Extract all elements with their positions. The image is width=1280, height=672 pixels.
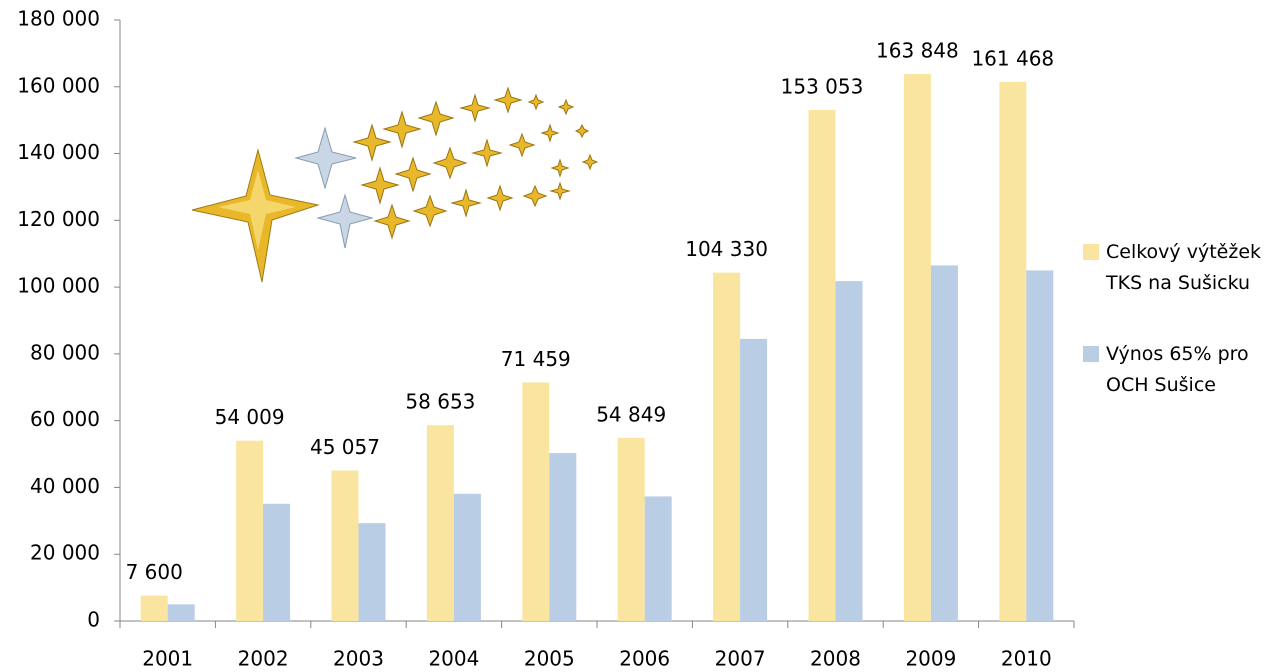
y-tick-label: 140 000 bbox=[17, 140, 100, 164]
legend-label: Výnos 65% pro OCH Sušice bbox=[1106, 343, 1249, 396]
bar bbox=[167, 604, 195, 621]
data-label: 58 653 bbox=[405, 390, 475, 414]
y-tick-label: 120 000 bbox=[17, 207, 100, 231]
bar bbox=[835, 281, 863, 621]
bar bbox=[903, 73, 931, 621]
bar bbox=[713, 272, 741, 621]
bar bbox=[263, 503, 291, 621]
x-tick-label: 2004 bbox=[428, 647, 479, 671]
data-label: 71 459 bbox=[501, 347, 571, 371]
data-label: 104 330 bbox=[685, 237, 768, 261]
bar bbox=[644, 496, 672, 621]
y-tick-label: 100 000 bbox=[17, 274, 100, 298]
bar bbox=[453, 493, 481, 621]
bar bbox=[522, 382, 550, 621]
legend-swatch bbox=[1083, 244, 1099, 260]
x-tick-label: 2007 bbox=[715, 647, 766, 671]
bar bbox=[236, 440, 264, 621]
legend-item: Celkový výtěžek TKS na Sušicku bbox=[1083, 237, 1273, 299]
legend-label: Celkový výtěžek TKS na Sušicku bbox=[1106, 241, 1262, 294]
bar bbox=[331, 470, 359, 621]
legend: Celkový výtěžek TKS na Sušicku Výnos 65% … bbox=[1083, 237, 1273, 441]
x-tick-label: 2002 bbox=[238, 647, 289, 671]
stars-decoration bbox=[191, 86, 599, 283]
legend-swatch bbox=[1083, 346, 1099, 362]
bar bbox=[617, 437, 645, 621]
data-label: 54 009 bbox=[215, 405, 285, 429]
bar bbox=[999, 81, 1027, 622]
y-tick-label: 60 000 bbox=[30, 407, 100, 431]
bar bbox=[1026, 270, 1054, 621]
bar bbox=[358, 523, 386, 621]
bar bbox=[930, 265, 958, 621]
data-label: 45 057 bbox=[310, 435, 380, 459]
data-label: 7 600 bbox=[126, 560, 183, 584]
x-tick-label: 2001 bbox=[142, 647, 193, 671]
data-label: 163 848 bbox=[876, 38, 959, 62]
x-tick-label: 2010 bbox=[1001, 647, 1052, 671]
y-tick-label: 40 000 bbox=[30, 474, 100, 498]
y-tick-label: 160 000 bbox=[17, 73, 100, 97]
data-label: 161 468 bbox=[971, 46, 1054, 70]
data-label: 54 849 bbox=[596, 402, 666, 426]
y-tick-label: 180 000 bbox=[17, 7, 100, 31]
data-label: 153 053 bbox=[781, 74, 864, 98]
legend-item: Výnos 65% pro OCH Sušice bbox=[1083, 339, 1273, 401]
bar bbox=[740, 338, 768, 621]
bar bbox=[808, 109, 836, 622]
x-tick-label: 2008 bbox=[810, 647, 861, 671]
bar bbox=[426, 425, 454, 621]
x-tick-label: 2003 bbox=[333, 647, 384, 671]
x-tick-label: 2009 bbox=[905, 647, 956, 671]
bar bbox=[140, 595, 168, 621]
x-tick-label: 2005 bbox=[524, 647, 575, 671]
x-tick-label: 2006 bbox=[619, 647, 670, 671]
y-tick-label: 0 bbox=[87, 608, 100, 632]
y-tick-label: 80 000 bbox=[30, 340, 100, 364]
bar bbox=[549, 453, 577, 621]
y-tick-label: 20 000 bbox=[30, 541, 100, 565]
